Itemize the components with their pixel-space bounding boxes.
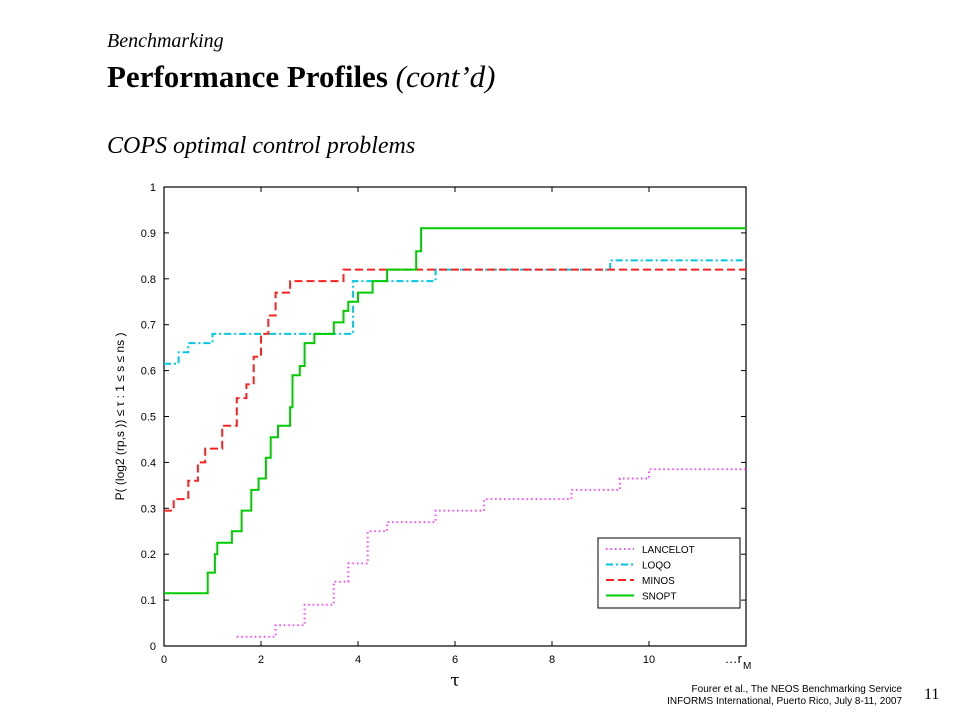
series-line-lancelot <box>236 468 746 638</box>
y-tick-label: 0.6 <box>141 366 156 378</box>
y-tick-label: 0.1 <box>141 595 156 607</box>
series-line-loqo <box>164 259 746 365</box>
x-tick-label: 2 <box>258 654 264 666</box>
y-tick-label: 0 <box>150 641 156 653</box>
title-main: Performance Profiles <box>107 59 388 94</box>
legend-label-snopt: SNOPT <box>642 592 676 603</box>
slide-title: Performance Profiles (cont’d) <box>107 59 495 95</box>
x-tick-label: 4 <box>355 654 361 666</box>
slide-header: Benchmarking Performance Profiles (cont’… <box>107 30 495 95</box>
x-axis-label: τ <box>450 671 459 691</box>
y-axis-label: P( (log2 (rp,s )) ≤ τ : 1 ≤ s ≤ ns ) <box>113 333 127 501</box>
x-tick-label: 10 <box>643 654 655 666</box>
x-end-tick-label-subscript: M <box>743 661 751 672</box>
footer-line-2: INFORMS International, Puerto Rico, July… <box>667 696 902 707</box>
y-tick-label: 1 <box>150 182 156 194</box>
title-suffix: (cont’d) <box>395 59 496 94</box>
footer-line-1: Fourer et al., The NEOS Benchmarking Ser… <box>691 684 902 695</box>
y-tick-label: 0.2 <box>141 549 156 561</box>
page-number: 11 <box>924 686 940 703</box>
y-tick-label: 0.7 <box>141 320 156 332</box>
chart-subtitle: COPS optimal control problems <box>107 133 416 159</box>
y-tick-label: 0.5 <box>141 412 156 424</box>
x-end-tick-label: …r <box>725 651 743 666</box>
x-tick-label: 6 <box>452 654 458 666</box>
y-tick-label: 0.3 <box>141 503 156 515</box>
y-tick-label: 0.9 <box>141 228 156 240</box>
legend-label-lancelot: LANCELOT <box>642 545 695 556</box>
x-tick-label: 0 <box>161 654 167 666</box>
y-tick-label: 0.4 <box>141 457 156 469</box>
legend-label-minos: MINOS <box>642 576 675 587</box>
section-label: Benchmarking <box>107 30 224 52</box>
series-line-minos <box>164 268 746 512</box>
y-tick-label: 0.8 <box>141 274 156 286</box>
x-tick-label: 8 <box>549 654 555 666</box>
series-line-snopt <box>164 227 746 595</box>
footer-citation: Fourer et al., The NEOS Benchmarking Ser… <box>667 684 902 708</box>
legend-label-loqo: LOQO <box>642 561 671 572</box>
